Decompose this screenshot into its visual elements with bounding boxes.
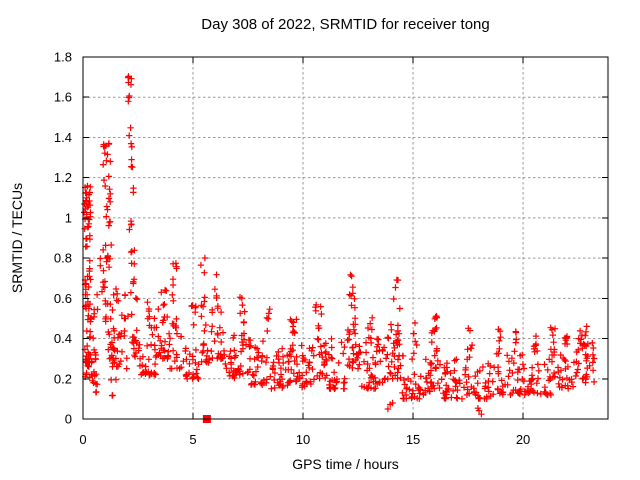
x-tick-label: 5 [189, 432, 196, 447]
x-tick-label: 15 [406, 432, 420, 447]
y-tick-label: 0.4 [54, 331, 72, 346]
y-tick-label: 1.8 [54, 50, 72, 65]
y-tick-label: 1 [65, 210, 72, 225]
y-tick-label: 1.6 [54, 90, 72, 105]
x-tick-label: 20 [516, 432, 530, 447]
y-tick-label: 0.6 [54, 291, 72, 306]
y-tick-label: 1.2 [54, 170, 72, 185]
x-axis-label: GPS time / hours [292, 456, 399, 472]
y-tick-label: 0.8 [54, 251, 72, 266]
y-tick-label: 0.2 [54, 371, 72, 386]
chart-title: Day 308 of 2022, SRMTID for receiver ton… [201, 16, 490, 33]
plot-border [82, 56, 609, 420]
x-tick-label: 10 [296, 432, 310, 447]
scatter-points [81, 73, 598, 418]
axis-ticks [82, 56, 608, 420]
x-tick-label: 0 [79, 432, 86, 447]
y-tick-label: 1.4 [54, 130, 72, 145]
y-tick-label: 0 [65, 412, 72, 427]
tick-labels: 0 5 10 15 20 0 0.2 0.4 0.6 0.8 1 1.2 1.4 1.6 1.8 [54, 50, 530, 448]
